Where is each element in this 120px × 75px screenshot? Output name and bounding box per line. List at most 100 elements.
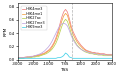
H3K4me1 <box>49 49 51 50</box>
H3K27ac <box>71 33 72 34</box>
H3K4me3 <box>61 17 62 18</box>
H3K9me3 <box>86 58 87 59</box>
Line: H3K4me1: H3K4me1 <box>18 13 111 58</box>
H3K27ac <box>99 55 101 56</box>
H3K27me3 <box>57 29 59 30</box>
H3K4me3 <box>72 31 74 32</box>
H3K4me1 <box>103 54 105 55</box>
H3K4me1 <box>51 47 53 48</box>
H3K27ac <box>72 38 74 39</box>
H3K9me3 <box>76 58 78 59</box>
H3K27me3 <box>61 23 62 24</box>
H3K4me1 <box>88 51 89 52</box>
H3K4me3 <box>69 18 70 19</box>
H3K4me1 <box>76 41 78 42</box>
H3K4me1 <box>97 53 99 54</box>
H3K27ac <box>38 56 39 57</box>
H3K27me3 <box>25 57 26 58</box>
H3K9me3 <box>23 58 24 59</box>
H3K4me1 <box>74 38 76 39</box>
H3K27ac <box>94 54 95 55</box>
H3K27ac <box>86 52 87 53</box>
H3K9me3 <box>63 55 64 56</box>
H3K27me3 <box>32 56 34 57</box>
H3K27me3 <box>74 43 76 44</box>
H3K4me1 <box>90 52 91 53</box>
H3K4me1 <box>96 53 97 54</box>
H3K9me3 <box>51 58 53 59</box>
H3K9me3 <box>40 58 41 59</box>
H3K27me3 <box>55 33 57 34</box>
H3K9me3 <box>30 58 32 59</box>
H3K9me3 <box>28 58 30 59</box>
H3K4me1 <box>23 57 24 58</box>
H3K4me3 <box>51 45 53 46</box>
H3K27ac <box>80 49 82 50</box>
H3K4me3 <box>101 53 103 54</box>
H3K27me3 <box>97 54 99 55</box>
H3K27ac <box>97 55 99 56</box>
H3K4me1 <box>84 49 85 50</box>
H3K9me3 <box>71 57 72 58</box>
H3K4me3 <box>42 53 43 54</box>
H3K4me1 <box>86 51 87 52</box>
H3K27ac <box>109 55 110 56</box>
Line: H3K27ac: H3K27ac <box>18 19 111 58</box>
H3K4me3 <box>19 57 20 58</box>
H3K4me3 <box>107 54 108 55</box>
H3K4me1 <box>61 21 62 22</box>
H3K4me1 <box>53 43 55 44</box>
H3K27ac <box>103 55 105 56</box>
Legend: H3K4me3, H3K4me1, H3K27ac, H3K27me3, H3K9me3: H3K4me3, H3K4me1, H3K27ac, H3K27me3, H3K… <box>21 6 47 31</box>
H3K4me3 <box>67 12 68 13</box>
H3K4me1 <box>34 56 36 57</box>
H3K4me3 <box>82 47 84 48</box>
H3K27me3 <box>96 53 97 54</box>
H3K4me1 <box>109 55 110 56</box>
H3K27me3 <box>80 49 82 50</box>
H3K27me3 <box>111 55 112 56</box>
H3K27me3 <box>63 23 64 24</box>
H3K4me1 <box>32 56 34 57</box>
H3K9me3 <box>46 58 47 59</box>
H3K27me3 <box>36 55 37 56</box>
H3K27me3 <box>101 54 103 55</box>
H3K27me3 <box>88 52 89 53</box>
H3K4me1 <box>46 52 47 53</box>
H3K9me3 <box>92 58 93 59</box>
H3K9me3 <box>49 58 51 59</box>
Line: H3K4me3: H3K4me3 <box>18 9 111 58</box>
H3K4me1 <box>42 54 43 55</box>
H3K4me3 <box>80 45 82 46</box>
Line: H3K9me3: H3K9me3 <box>18 53 111 58</box>
H3K27me3 <box>34 55 36 56</box>
H3K9me3 <box>78 58 80 59</box>
H3K4me1 <box>38 55 39 56</box>
H3K4me1 <box>82 48 84 49</box>
H3K4me1 <box>101 54 103 55</box>
H3K27ac <box>90 53 91 54</box>
H3K9me3 <box>42 58 43 59</box>
H3K9me3 <box>82 58 84 59</box>
H3K9me3 <box>19 58 20 59</box>
H3K4me1 <box>105 54 106 55</box>
H3K27me3 <box>109 55 110 56</box>
H3K27me3 <box>44 51 45 52</box>
H3K27ac <box>96 54 97 55</box>
H3K27ac <box>111 55 112 56</box>
H3K27me3 <box>23 57 24 58</box>
H3K4me1 <box>21 57 22 58</box>
H3K4me3 <box>90 51 91 52</box>
H3K27me3 <box>105 55 106 56</box>
H3K4me1 <box>72 34 74 35</box>
H3K4me3 <box>53 42 55 43</box>
H3K4me3 <box>21 57 22 58</box>
H3K4me3 <box>63 12 64 13</box>
H3K27me3 <box>49 44 51 45</box>
H3K9me3 <box>80 58 82 59</box>
H3K4me3 <box>30 56 32 57</box>
H3K27me3 <box>69 30 70 31</box>
H3K4me3 <box>92 52 93 53</box>
H3K9me3 <box>105 58 106 59</box>
H3K9me3 <box>21 58 22 59</box>
